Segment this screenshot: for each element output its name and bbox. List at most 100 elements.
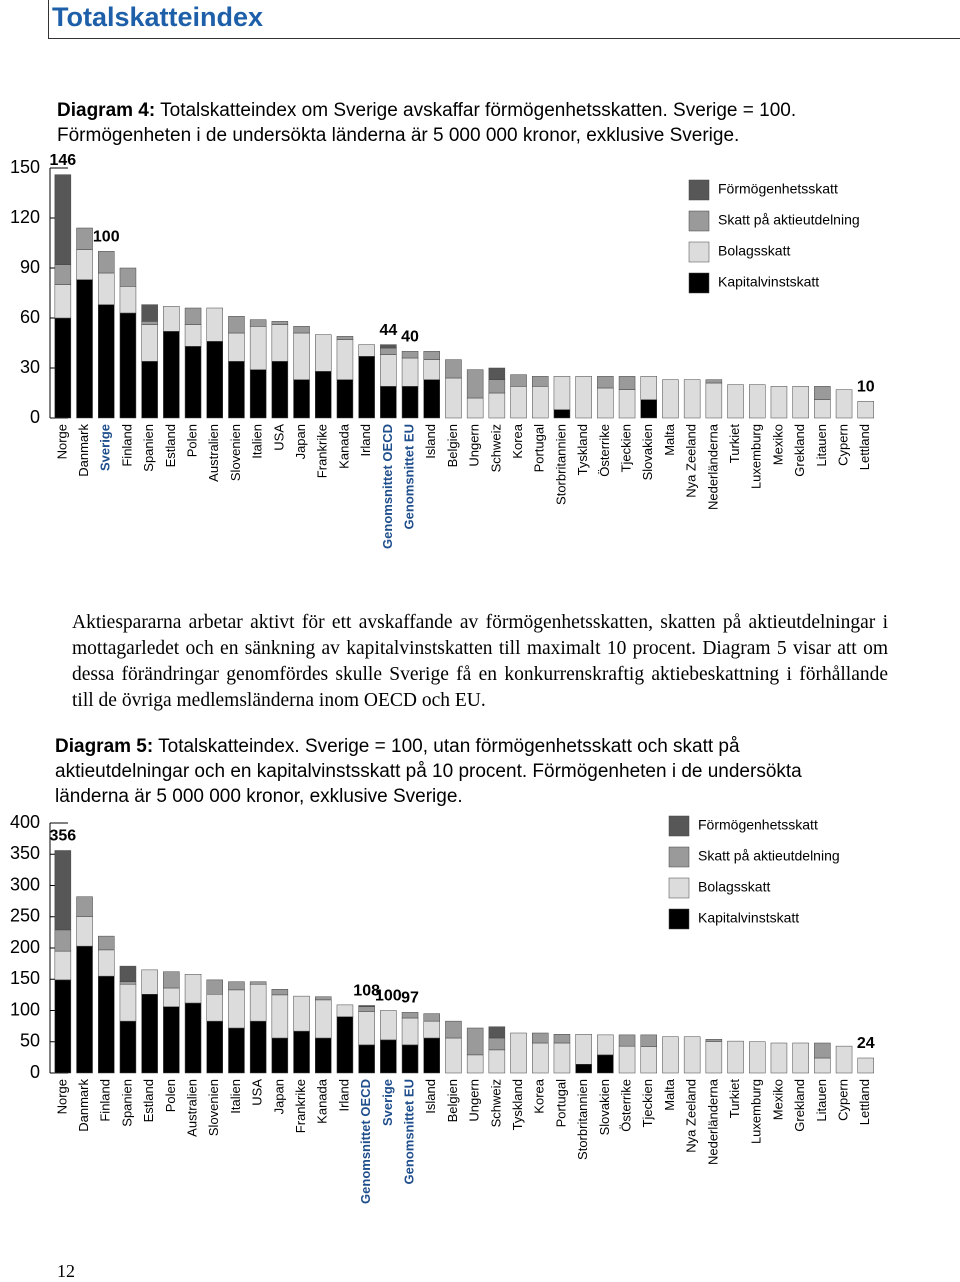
y-tick-label: 300 bbox=[10, 874, 40, 894]
x-tick-label: Slovakien bbox=[640, 424, 655, 480]
legend-swatch bbox=[688, 241, 710, 263]
bar-segment bbox=[445, 1020, 462, 1039]
total-label: 100 bbox=[93, 229, 120, 246]
bar-segment bbox=[423, 1013, 440, 1022]
bar-segment bbox=[184, 324, 202, 347]
bar-segment bbox=[792, 386, 809, 419]
x-tick-label: Slovakien bbox=[597, 1079, 612, 1135]
x-tick-label: Storbritannien bbox=[553, 424, 568, 505]
bar-segment bbox=[249, 369, 267, 419]
x-tick-label: Danmark bbox=[76, 1079, 91, 1132]
bar-segment bbox=[705, 379, 723, 384]
x-tick-label: Kanada bbox=[315, 1078, 330, 1124]
bar-segment bbox=[184, 346, 202, 419]
bar-segment bbox=[271, 989, 289, 996]
bar-segment bbox=[488, 1037, 506, 1051]
bar-segment bbox=[54, 264, 72, 285]
bar-segment bbox=[249, 319, 267, 327]
x-tick-label: Litauen bbox=[814, 424, 829, 467]
bar-segment bbox=[76, 249, 93, 280]
bar-segment bbox=[618, 1034, 636, 1047]
bar-segment bbox=[141, 361, 158, 419]
bar-segment bbox=[184, 974, 202, 1004]
bar-segment bbox=[488, 392, 506, 419]
legend-swatch bbox=[668, 908, 690, 930]
bar-segment bbox=[401, 1017, 419, 1046]
x-tick-label: Mexiko bbox=[770, 1079, 785, 1120]
bar-segment bbox=[358, 1005, 375, 1007]
x-tick-label: Turkiet bbox=[727, 1079, 742, 1119]
chart-title-label: Diagram 4: bbox=[57, 100, 156, 121]
bar-segment bbox=[445, 377, 462, 419]
bar-segment bbox=[98, 975, 115, 1074]
bar-segment bbox=[76, 916, 93, 947]
x-tick-label: Ungern bbox=[467, 1079, 482, 1122]
bar-segment bbox=[380, 354, 397, 387]
x-tick-label: Australien bbox=[184, 1079, 199, 1137]
x-tick-label: Cypern bbox=[835, 1079, 850, 1121]
bar-segment bbox=[618, 389, 636, 419]
bar-segment bbox=[54, 284, 72, 319]
y-tick-label: 30 bbox=[20, 357, 40, 377]
bar-segment bbox=[553, 1042, 571, 1074]
x-tick-label: Danmark bbox=[76, 424, 91, 477]
bar-segment bbox=[293, 1030, 310, 1074]
x-tick-label: Spanien bbox=[141, 424, 156, 472]
bar-segment bbox=[553, 409, 571, 419]
bar-segment bbox=[727, 384, 744, 419]
y-tick-label: 90 bbox=[20, 257, 40, 277]
bar-segment bbox=[54, 950, 72, 981]
bar-segment bbox=[228, 316, 245, 334]
x-tick-label: Spanien bbox=[119, 1079, 134, 1127]
bar-segment bbox=[228, 1027, 245, 1074]
chart-title: Diagram 5: Totalskatteindex. Sverige = 1… bbox=[55, 734, 845, 809]
bar-segment bbox=[683, 379, 701, 419]
bar-segment bbox=[293, 326, 310, 334]
paragraph: Aktiespararna arbetar aktivt för ett avs… bbox=[72, 612, 888, 711]
x-tick-label: Nya Zeeland bbox=[684, 424, 699, 498]
bar-segment bbox=[119, 965, 137, 982]
bar-segment bbox=[510, 1032, 527, 1074]
bar-segment bbox=[358, 356, 375, 419]
x-tick-label: Österrike bbox=[597, 424, 612, 477]
bar-segment bbox=[119, 267, 137, 287]
bar-segment bbox=[662, 1036, 679, 1074]
bar-segment bbox=[532, 1032, 549, 1044]
x-tick-label: Irland bbox=[336, 1079, 351, 1112]
bar-segment bbox=[640, 376, 657, 400]
bar-segment bbox=[401, 386, 419, 419]
x-tick-label: Litauen bbox=[814, 1079, 829, 1122]
y-tick-label: 50 bbox=[20, 1031, 40, 1051]
total-label: 100 bbox=[375, 988, 402, 1005]
x-tick-label: Slovenien bbox=[206, 1079, 221, 1136]
y-tick-label: 60 bbox=[20, 307, 40, 327]
bar-segment bbox=[640, 1046, 657, 1074]
total-label: 10 bbox=[857, 379, 875, 396]
bar-segment bbox=[553, 376, 571, 410]
x-tick-label: Österrike bbox=[618, 1079, 633, 1132]
bar-segment bbox=[857, 1057, 874, 1074]
bar-segment bbox=[445, 359, 462, 379]
x-tick-label: Turkiet bbox=[727, 424, 742, 464]
bar-segment bbox=[184, 1002, 202, 1074]
y-tick-label: 150 bbox=[10, 968, 40, 988]
bar-segment bbox=[315, 1037, 332, 1074]
bar-segment bbox=[206, 341, 223, 419]
x-tick-label: Frankrike bbox=[315, 424, 330, 478]
bar-segment bbox=[401, 351, 419, 359]
bar-segment bbox=[119, 1020, 137, 1074]
x-tick-label: Genomsnittet EU bbox=[401, 1079, 416, 1184]
x-tick-label: Italien bbox=[228, 1079, 243, 1114]
bar-segment bbox=[119, 981, 137, 985]
bar-segment bbox=[553, 1034, 571, 1044]
x-tick-label: Belgien bbox=[445, 1079, 460, 1122]
x-tick-label: Grekland bbox=[792, 424, 807, 477]
bar-segment bbox=[206, 979, 223, 995]
bar-segment bbox=[315, 371, 332, 419]
x-tick-label: Korea bbox=[532, 1078, 547, 1113]
bar-segment bbox=[705, 382, 723, 419]
bar-segment bbox=[445, 1037, 462, 1074]
x-tick-label: Storbritannien bbox=[575, 1079, 590, 1160]
legend-label: Förmögenhetsskatt bbox=[698, 817, 818, 833]
